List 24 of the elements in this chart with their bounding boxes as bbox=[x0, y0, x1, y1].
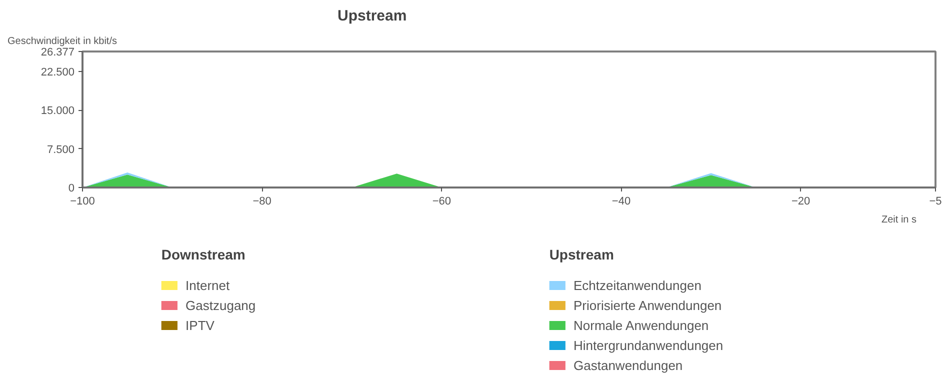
legend-label: Gastzugang bbox=[186, 298, 256, 313]
legend-label: Hintergrundanwendungen bbox=[574, 338, 724, 353]
legend-label: Internet bbox=[186, 278, 230, 293]
x-tick-label: −5 bbox=[929, 196, 942, 208]
y-tick-label: 22.500 bbox=[40, 66, 75, 78]
legend-title: Downstream bbox=[161, 246, 246, 262]
x-tick-label: −60 bbox=[432, 196, 451, 208]
legend-label: Priorisierte Anwendungen bbox=[574, 298, 722, 313]
y-axis-title: Geschwindigkeit in kbit/s bbox=[8, 36, 117, 47]
y-tick-label: 15.000 bbox=[40, 105, 75, 118]
x-axis-title: Zeit in s bbox=[881, 214, 917, 226]
x-tick-label: −100 bbox=[70, 196, 95, 208]
legend-label: Normale Anwendungen bbox=[574, 318, 709, 333]
legend-label: IPTV bbox=[186, 318, 215, 333]
x-tick-label: −20 bbox=[791, 196, 810, 208]
chart-title: Upstream bbox=[338, 8, 407, 24]
legend-label: Gastanwendungen bbox=[574, 358, 683, 373]
x-tick-label: −40 bbox=[612, 196, 631, 208]
y-tick-label: 26.377 bbox=[40, 46, 75, 58]
legend-label: Echtzeitanwendungen bbox=[574, 278, 702, 293]
x-tick-label: −80 bbox=[252, 196, 272, 208]
y-tick-label: 7.500 bbox=[46, 144, 75, 156]
y-tick-label: 0 bbox=[68, 182, 75, 194]
legend-title: Upstream bbox=[549, 246, 614, 262]
